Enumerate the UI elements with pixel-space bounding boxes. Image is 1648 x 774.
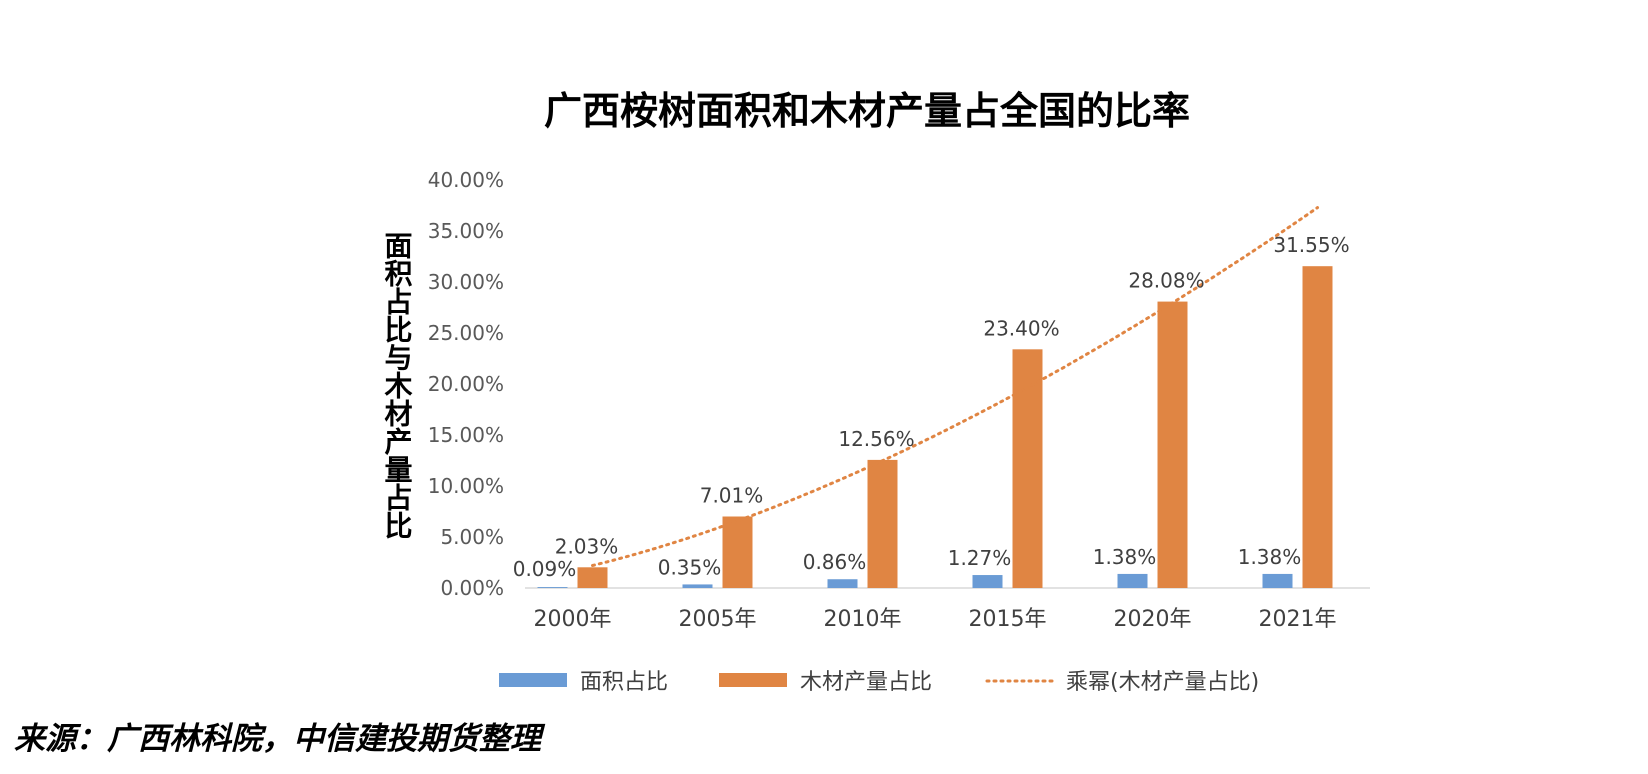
bar-timber-share (1302, 266, 1333, 588)
legend-swatch-area-share (499, 673, 567, 687)
y-axis-ticks: 0.00% 5.00% 10.00% 15.00% 20.00% 25.00% 30.00%… (428, 168, 504, 600)
y-tick-label: 5.00% (440, 525, 504, 549)
legend-swatch-timber-share (719, 673, 787, 687)
bar-area-share (1117, 573, 1148, 588)
bar-timber-share (577, 567, 608, 588)
data-labels: 0.09%2.03% 0.35% 7.01% 0.86% 12.56% 1.27% 23.4… (513, 233, 1350, 581)
trendline (591, 206, 1319, 567)
x-tick-label: 2010年 (824, 607, 902, 632)
legend-label-area-share: 面积占比 (580, 670, 668, 695)
bar-area-share (682, 584, 713, 588)
data-label-timber-share: 28.08% (1128, 269, 1204, 293)
legend-label-trendline: 乘幂(木材产量占比) (1066, 670, 1259, 695)
y-tick-label: 35.00% (428, 219, 504, 243)
data-label-area-share: 0.09% (513, 557, 577, 581)
bar-timber-share (722, 516, 753, 588)
y-tick-label: 30.00% (428, 270, 504, 294)
data-label-timber-share: 23.40% (983, 316, 1059, 340)
x-tick-label: 2015年 (969, 607, 1047, 632)
bar-area-share (972, 575, 1003, 588)
x-axis: 2000年 2005年 2010年 2015年 2020年 2021年 (525, 587, 1370, 632)
x-tick-label: 2020年 (1114, 607, 1192, 632)
y-tick-label: 15.00% (428, 423, 504, 447)
data-label-area-share: 1.27% (948, 546, 1012, 570)
bar-area-share (1262, 573, 1293, 588)
data-label-timber-share: 2.03% (555, 534, 619, 558)
legend: 面积占比 木材产量占比 乘幂(木材产量占比) (499, 670, 1259, 695)
bar-timber-share (1012, 349, 1043, 588)
y-tick-label: 0.00% (440, 576, 504, 600)
bars (537, 266, 1333, 588)
legend-label-timber-share: 木材产量占比 (800, 670, 932, 695)
bar-area-share (827, 579, 858, 588)
x-tick-label: 2021年 (1259, 607, 1337, 632)
chart-title: 广西桉树面积和木材产量占全国的比率 (544, 89, 1190, 133)
y-tick-label: 40.00% (428, 168, 504, 192)
data-label-timber-share: 12.56% (838, 427, 914, 451)
data-label-timber-share: 31.55% (1273, 233, 1349, 257)
source-note: 来源：广西林科院，中信建投期货整理 (14, 721, 541, 757)
bar-timber-share (867, 459, 898, 588)
bar-area-share (537, 587, 568, 588)
y-tick-label: 10.00% (428, 474, 504, 498)
data-label-area-share: 0.35% (658, 555, 722, 579)
bar-timber-share (1157, 301, 1188, 588)
x-tick-label: 2005年 (679, 607, 757, 632)
y-axis-title: 面积占比与木材产量占比 (381, 231, 414, 540)
y-tick-label: 25.00% (428, 321, 504, 345)
data-label-area-share: 1.38% (1238, 545, 1302, 569)
data-label-timber-share: 7.01% (700, 483, 764, 507)
x-tick-label: 2000年 (534, 607, 612, 632)
data-label-area-share: 1.38% (1093, 545, 1157, 569)
trendline-power (591, 206, 1319, 567)
y-tick-label: 20.00% (428, 372, 504, 396)
data-label-area-share: 0.86% (803, 550, 867, 574)
